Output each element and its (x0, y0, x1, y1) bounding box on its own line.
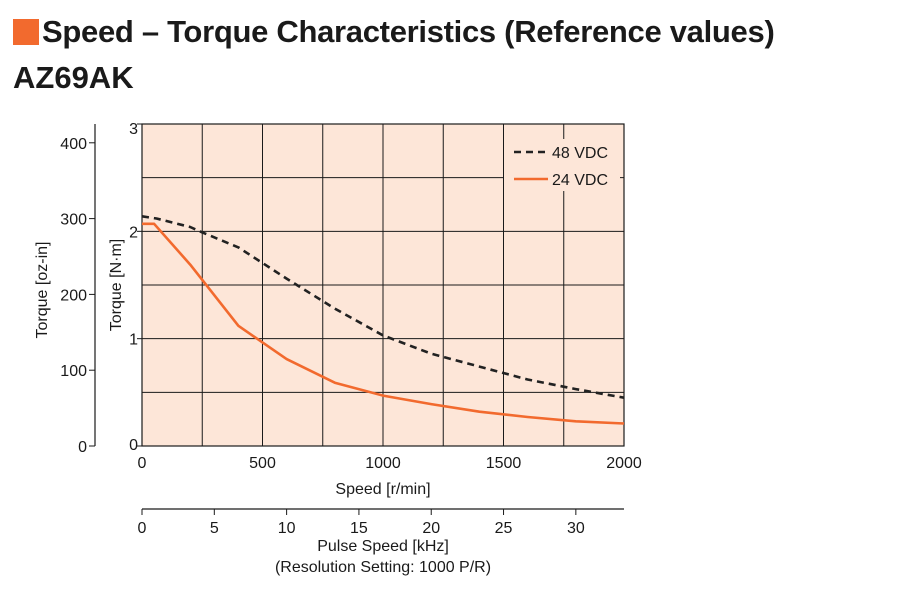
title-marker-square (13, 19, 39, 45)
x2-tick-label: 0 (138, 520, 147, 537)
series-line-24-vdc (142, 222, 625, 425)
x2-tick-label: 30 (567, 520, 585, 537)
legend: 48 VDC 24 VDC (504, 139, 620, 191)
x2-tick-label: 25 (495, 520, 513, 537)
legend-label: 48 VDC (552, 145, 608, 162)
y-tick-label: 0 (129, 437, 138, 454)
x2-axis-label: Pulse Speed [kHz] (317, 538, 449, 555)
y2-tick-label: 100 (60, 363, 87, 380)
y-tick-label: 2 (129, 224, 138, 241)
y2-tick-label: 300 (60, 212, 87, 229)
chart-title: Speed – Torque Characteristics (Referenc… (13, 12, 775, 52)
x2-tick-label: 10 (278, 520, 296, 537)
x2-tick-label: 20 (422, 520, 440, 537)
y2-tick-label: 0 (78, 439, 87, 456)
y-tick-label: 1 (129, 332, 138, 349)
axis-labels: Speed [r/min] Torque [N·m] Torque [oz-in] P… (34, 239, 491, 576)
y-tick-label: 3 (129, 121, 138, 138)
y2-tick-label: 400 (60, 136, 87, 153)
y-axis-label: Torque [N·m] (108, 239, 125, 331)
x-tick-label: 2000 (606, 455, 642, 472)
x2-tick-label: 15 (350, 520, 368, 537)
plot-frame (141, 123, 625, 447)
x2-axis-sublabel: (Resolution Setting: 1000 P/R) (275, 559, 491, 576)
y2-tick-label: 200 (60, 287, 87, 304)
series-line-48-vdc (141, 215, 625, 399)
title-text: Speed – Torque Characteristics (Referenc… (42, 14, 775, 49)
x2-tick-label: 5 (210, 520, 219, 537)
series-lines (141, 215, 625, 425)
legend-background (504, 139, 620, 191)
x-axis-label: Speed [r/min] (335, 481, 430, 498)
x-tick-label: 1000 (365, 455, 401, 472)
model-name: AZ69AK (13, 60, 134, 95)
legend-label: 24 VDC (552, 172, 608, 189)
x-tick-label: 0 (138, 455, 147, 472)
y2-axis-label: Torque [oz-in] (34, 242, 51, 339)
grid-lines (141, 123, 625, 447)
x-tick-label: 500 (249, 455, 276, 472)
x-tick-label: 1500 (486, 455, 522, 472)
